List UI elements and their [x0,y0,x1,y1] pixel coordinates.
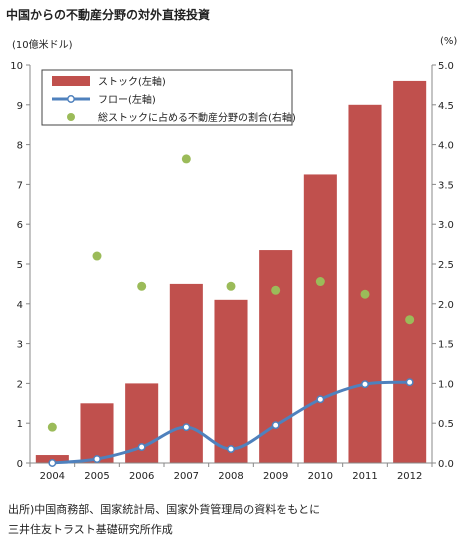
right-tick-label: 0.0 [438,459,454,470]
legend-label: フロー(左軸) [98,93,156,106]
legend-label: 総ストックに占める不動産分野の割合(右軸) [98,111,296,124]
legend-swatch-share [67,113,75,121]
left-tick-label: 10 [10,61,23,72]
x-tick-label: 2006 [129,471,154,482]
x-tick-label: 2004 [40,471,65,482]
flow-point [48,459,57,467]
legend-label: ストック(左軸) [98,75,166,88]
x-tick-label: 2009 [263,471,288,482]
stock-bar [169,283,203,463]
right-tick-label: 5.0 [438,61,454,72]
flow-point [405,378,414,387]
x-tick-label: 2005 [84,471,109,482]
flow-point [93,455,101,463]
right-tick-label: 1.5 [438,340,454,351]
flow-point [361,380,369,389]
left-tick-label: 0 [17,459,23,470]
flow-point [137,443,146,452]
right-tick-label: 2.0 [438,300,454,311]
stock-bar [393,80,427,464]
left-tick-label: 2 [17,379,23,390]
share-point [226,281,236,291]
share-point [137,281,147,291]
left-tick-label: 1 [17,419,23,430]
left-tick-label: 8 [17,141,23,152]
right-tick-label: 4.0 [438,141,454,152]
share-point [271,285,281,295]
share-point [315,277,325,287]
right-tick-label: 4.5 [438,101,454,112]
stock-bar [348,104,382,464]
x-tick-label: 2011 [352,471,377,482]
right-tick-label: 0.5 [438,419,454,430]
source-line-2: 三井住友トラスト基礎研究所作成 [8,523,173,536]
flow-point [316,395,325,404]
flow-point [182,423,191,432]
left-axis-unit-label: (10億米ドル) [12,40,73,51]
right-axis-unit-label: (%) [440,36,458,47]
legend-swatch-stock [52,76,90,86]
x-tick-label: 2010 [308,471,333,482]
left-tick-label: 7 [17,180,23,191]
x-tick-label: 2007 [174,471,199,482]
flow-point [271,421,280,430]
right-tick-label: 3.0 [438,220,454,231]
chart-title: 中国からの不動産分野の対外直接投資 [6,8,211,22]
left-tick-label: 6 [17,220,23,231]
right-tick-label: 3.5 [438,180,454,191]
share-point [360,289,370,299]
legend-swatch-flow-marker [67,95,75,103]
share-point [181,154,191,164]
source-note: 出所)中国商務部、国家統計局、国家外貨管理局の資料をもとに 三井住友トラスト基礎… [8,500,320,540]
right-tick-label: 2.5 [438,260,454,271]
x-tick-label: 2008 [218,471,243,482]
flow-point [227,445,235,454]
left-tick-label: 5 [17,260,23,271]
right-tick-label: 1.0 [438,379,454,390]
share-point [92,251,102,261]
x-tick-label: 2012 [397,471,422,482]
source-line-1: 出所)中国商務部、国家統計局、国家外貨管理局の資料をもとに [8,503,321,516]
left-tick-label: 9 [17,101,23,112]
stock-bar [80,403,114,463]
stock-bar [214,299,248,463]
left-tick-label: 3 [17,340,23,351]
stock-bar [303,174,337,463]
share-point [405,315,415,325]
stock-bar [35,455,69,463]
left-tick-label: 4 [17,300,23,311]
share-point [47,422,57,432]
